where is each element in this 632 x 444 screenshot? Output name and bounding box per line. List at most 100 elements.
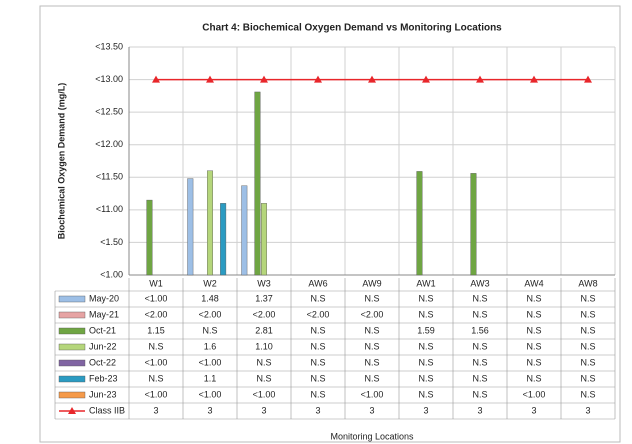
table-cell: N.S bbox=[148, 341, 163, 351]
x-tick-label: W3 bbox=[257, 278, 271, 288]
table-cell: N.S bbox=[526, 293, 541, 303]
table-cell: 3 bbox=[585, 405, 590, 415]
table-cell: 3 bbox=[477, 405, 482, 415]
table-cell: N.S bbox=[526, 373, 541, 383]
chart-frame bbox=[39, 5, 621, 443]
table-cell: N.S bbox=[418, 373, 433, 383]
y-tick-label: <13.00 bbox=[95, 74, 123, 84]
bar bbox=[470, 173, 477, 276]
table-cell: <2.00 bbox=[361, 309, 384, 319]
table-cell: N.S bbox=[580, 293, 595, 303]
table-cell: <1.00 bbox=[199, 357, 222, 367]
y-tick-label: <1.50 bbox=[100, 237, 123, 247]
bar bbox=[261, 203, 267, 276]
legend-label: Class IIB bbox=[89, 405, 125, 415]
table-cell: N.S bbox=[202, 325, 217, 335]
bar bbox=[187, 178, 194, 276]
line-marker bbox=[422, 75, 430, 83]
table-cell: N.S bbox=[364, 357, 379, 367]
legend-swatch bbox=[58, 343, 86, 351]
table-cell: 3 bbox=[423, 405, 428, 415]
table-cell: 1.1 bbox=[204, 373, 217, 383]
table-cell: 3 bbox=[369, 405, 374, 415]
legend-swatch bbox=[58, 359, 86, 367]
table-cell: N.S bbox=[580, 325, 595, 335]
table-cell: 3 bbox=[315, 405, 320, 415]
table-cell: <1.00 bbox=[145, 293, 168, 303]
table-cell: 1.56 bbox=[471, 325, 489, 335]
legend-label: Feb-23 bbox=[89, 373, 118, 383]
table-cell: 3 bbox=[531, 405, 536, 415]
table-cell: N.S bbox=[364, 325, 379, 335]
table-cell: N.S bbox=[418, 357, 433, 367]
table-cell: N.S bbox=[526, 309, 541, 319]
table-cell: 1.59 bbox=[417, 325, 435, 335]
x-tick-label: AW1 bbox=[416, 278, 435, 288]
x-tick-label: W1 bbox=[149, 278, 163, 288]
y-tick-label: <12.50 bbox=[95, 107, 123, 117]
line-marker bbox=[206, 75, 214, 83]
table-cell: N.S bbox=[256, 357, 271, 367]
y-axis-title: Biochemical Oxygen Demand (mg/L) bbox=[56, 83, 66, 240]
x-tick-label: AW6 bbox=[308, 278, 327, 288]
legend-label: Jun-22 bbox=[89, 341, 117, 351]
table-cell: N.S bbox=[472, 389, 487, 399]
table-cell: N.S bbox=[418, 293, 433, 303]
table-cell: 1.10 bbox=[255, 341, 273, 351]
table-cell: <2.00 bbox=[145, 309, 168, 319]
table-cell: N.S bbox=[526, 341, 541, 351]
table-cell: N.S bbox=[580, 357, 595, 367]
table-cell: N.S bbox=[418, 389, 433, 399]
line-marker bbox=[152, 75, 160, 83]
bar bbox=[146, 199, 153, 276]
bar bbox=[220, 203, 227, 276]
table-cell: N.S bbox=[310, 373, 325, 383]
table-cell: N.S bbox=[580, 389, 595, 399]
table-cell: <1.00 bbox=[145, 389, 168, 399]
bar bbox=[254, 91, 261, 276]
y-tick-label: <11.00 bbox=[96, 204, 123, 214]
legend-label: Jun-23 bbox=[89, 389, 117, 399]
legend-swatch bbox=[58, 375, 86, 383]
table-cell: <1.00 bbox=[145, 357, 168, 367]
line-marker bbox=[584, 75, 592, 83]
y-tick-label: <12.00 bbox=[95, 139, 123, 149]
table-cell: <2.00 bbox=[253, 309, 276, 319]
line-marker bbox=[314, 75, 322, 83]
table-cell: <1.00 bbox=[253, 389, 276, 399]
bar bbox=[241, 185, 248, 276]
table-cell: N.S bbox=[472, 341, 487, 351]
table-cell: N.S bbox=[310, 325, 325, 335]
x-tick-label: AW8 bbox=[578, 278, 597, 288]
y-tick-label: <1.00 bbox=[100, 269, 123, 279]
table-cell: N.S bbox=[472, 357, 487, 367]
table-cell: N.S bbox=[472, 373, 487, 383]
x-tick-label: W2 bbox=[203, 278, 217, 288]
table-cell: N.S bbox=[526, 325, 541, 335]
line-marker bbox=[260, 75, 268, 83]
x-tick-label: AW3 bbox=[470, 278, 489, 288]
table-cell: N.S bbox=[310, 389, 325, 399]
table-cell: N.S bbox=[364, 341, 379, 351]
table-cell: N.S bbox=[310, 293, 325, 303]
table-cell: N.S bbox=[364, 293, 379, 303]
table-cell: 1.48 bbox=[201, 293, 219, 303]
table-cell: <2.00 bbox=[307, 309, 330, 319]
legend-label: May-20 bbox=[89, 293, 119, 303]
bar bbox=[207, 170, 213, 276]
table-cell: N.S bbox=[364, 373, 379, 383]
x-tick-label: AW4 bbox=[524, 278, 543, 288]
table-cell: 1.37 bbox=[255, 293, 273, 303]
table-cell: N.S bbox=[418, 309, 433, 319]
legend-swatch bbox=[58, 311, 86, 319]
table-cell: N.S bbox=[310, 357, 325, 367]
table-cell: <1.00 bbox=[361, 389, 384, 399]
table-cell: N.S bbox=[472, 309, 487, 319]
legend-label: Oct-21 bbox=[89, 325, 116, 335]
table-cell: <1.00 bbox=[199, 389, 222, 399]
table-cell: 3 bbox=[207, 405, 212, 415]
table-cell: 1.15 bbox=[147, 325, 165, 335]
table-cell: N.S bbox=[580, 309, 595, 319]
table-cell: 1.6 bbox=[204, 341, 217, 351]
legend-swatch bbox=[68, 407, 76, 414]
